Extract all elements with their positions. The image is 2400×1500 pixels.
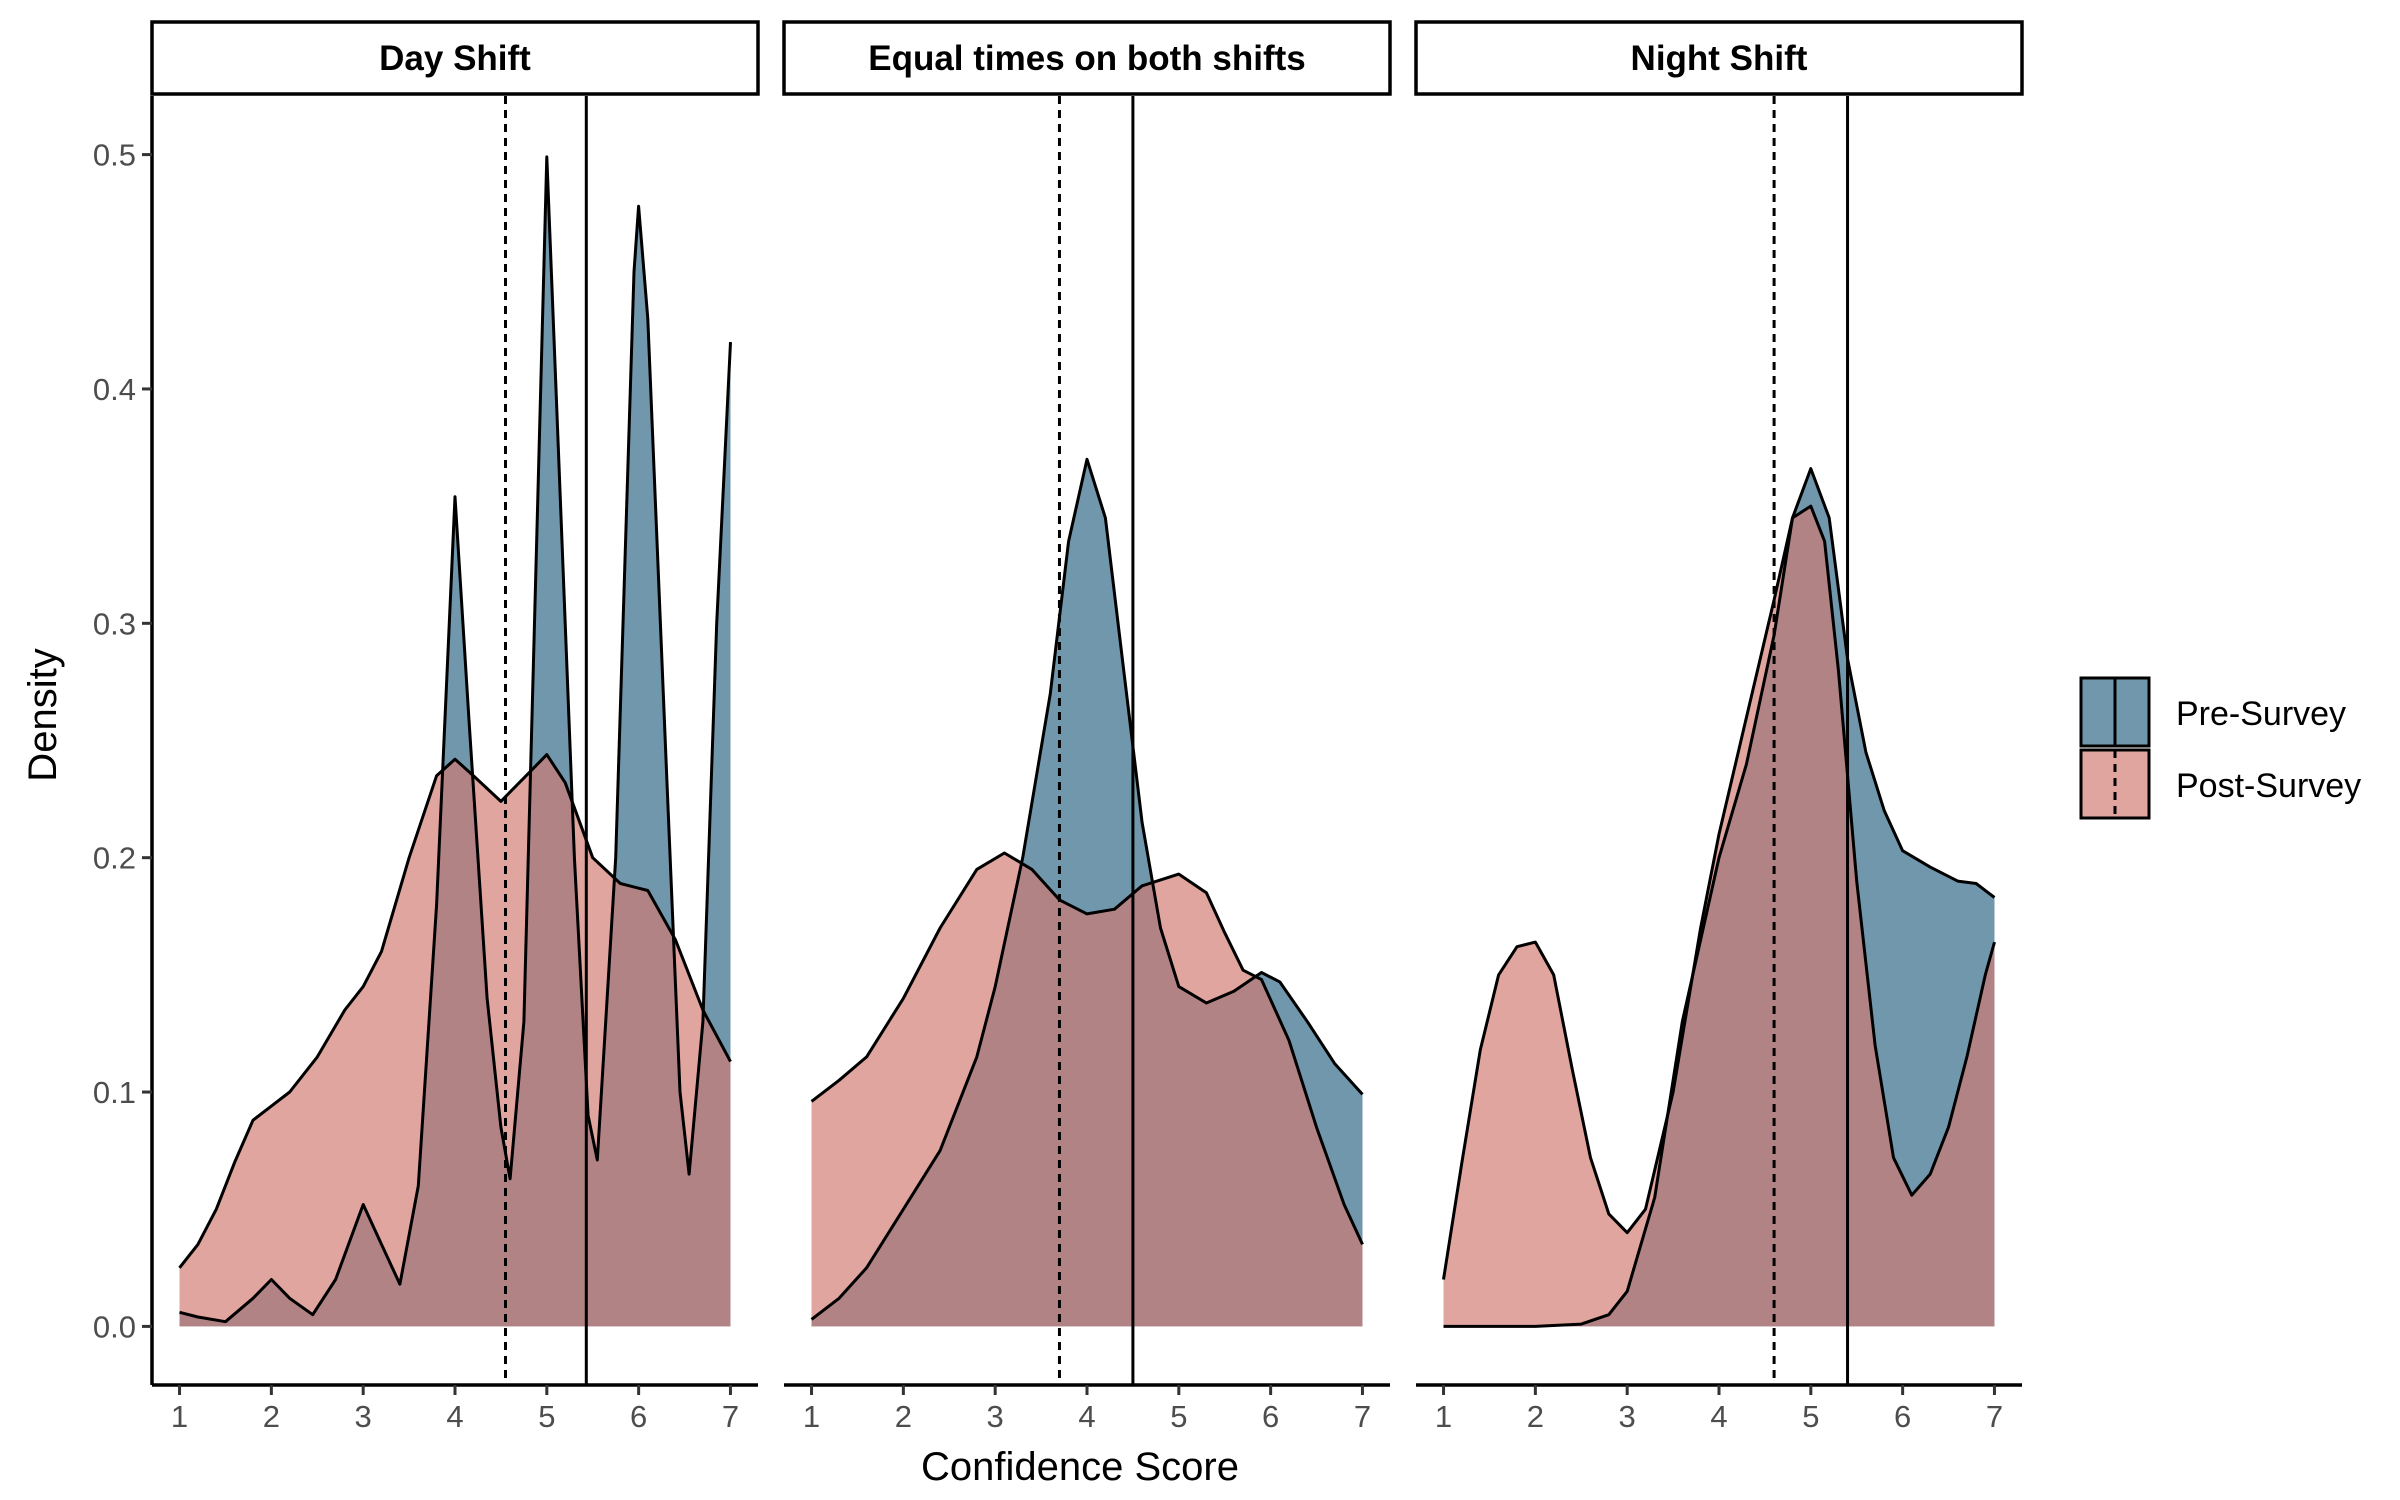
strip-title-equal-times-on-both-shifts: Equal times on both shifts <box>868 39 1306 78</box>
x-tick-label-night-shift-5: 5 <box>1802 1399 1819 1434</box>
y-tick-label-0.2: 0.2 <box>93 841 136 876</box>
panel-day-shift: Day Shift 1 2 3 4 5 6 7 0.0 0.1 0.2 0.3 0.4 0.5 <box>93 20 760 1434</box>
x-tick-label-equal-times-on-both-shifts-7: 7 <box>1354 1399 1371 1434</box>
x-tick-label-equal-times-on-both-shifts-4: 4 <box>1078 1399 1095 1434</box>
legend-label-pre-survey: Pre-Survey <box>2176 695 2346 733</box>
x-tick-label-equal-times-on-both-shifts-6: 6 <box>1262 1399 1279 1434</box>
x-tick-label-night-shift-4: 4 <box>1710 1399 1727 1434</box>
density-line-post-night-shift <box>1442 504 1996 1280</box>
strip-day-shift <box>150 20 760 96</box>
legend: Pre-Survey Post-Survey <box>2079 676 2361 820</box>
panel-equal-times-on-both-shifts: Equal times on both shifts 1 2 3 4 5 6 7 <box>782 20 1392 1434</box>
density-area-post-day-shift <box>179 754 731 1327</box>
density-area-post-night-shift <box>1443 506 1995 1327</box>
x-tick-label-equal-times-on-both-shifts-1: 1 <box>803 1399 820 1434</box>
x-tick-label-day-shift-1: 1 <box>171 1399 188 1434</box>
density-area-post-equal-times-on-both-shifts <box>811 853 1363 1327</box>
x-tick-label-day-shift-4: 4 <box>446 1399 463 1434</box>
x-axis-title: Confidence Score <box>921 1445 1239 1489</box>
x-tick-label-equal-times-on-both-shifts-3: 3 <box>987 1399 1004 1434</box>
strip-title-night-shift: Night Shift <box>1631 39 1808 78</box>
y-axis-title: Density <box>21 648 65 781</box>
panels-layer: Day Shift 1 2 3 4 5 6 7 0.0 0.1 0.2 0.3 0.4 0.5 Equal … <box>93 20 2024 1434</box>
x-tick-label-night-shift-1: 1 <box>1435 1399 1452 1434</box>
x-tick-label-day-shift-6: 6 <box>630 1399 647 1434</box>
x-tick-label-night-shift-2: 2 <box>1527 1399 1544 1434</box>
density-area-pre-day-shift <box>179 156 731 1327</box>
density-line-post-equal-times-on-both-shifts <box>810 851 1364 1246</box>
legend-item-post-survey: Post-Survey <box>2079 748 2361 820</box>
x-tick-label-equal-times-on-both-shifts-5: 5 <box>1170 1399 1187 1434</box>
x-tick-label-night-shift-7: 7 <box>1986 1399 2003 1434</box>
density-line-pre-day-shift <box>179 155 732 1324</box>
strip-equal-times-on-both-shifts <box>782 20 1392 96</box>
x-tick-label-day-shift-7: 7 <box>722 1399 739 1434</box>
strip-title-day-shift: Day Shift <box>379 39 531 78</box>
y-tick-label-0.1: 0.1 <box>93 1075 136 1110</box>
density-line-post-day-shift <box>178 753 732 1269</box>
density-line-pre-equal-times-on-both-shifts <box>810 457 1364 1321</box>
density-line-pre-night-shift <box>1443 467 1996 1328</box>
y-tick-label-0.3: 0.3 <box>93 606 136 641</box>
legend-item-pre-survey: Pre-Survey <box>2079 676 2346 748</box>
x-tick-label-day-shift-2: 2 <box>263 1399 280 1434</box>
y-tick-label-0.0: 0.0 <box>93 1309 136 1344</box>
legend-label-post-survey: Post-Survey <box>2176 767 2361 805</box>
x-tick-label-night-shift-3: 3 <box>1619 1399 1636 1434</box>
x-tick-label-day-shift-5: 5 <box>538 1399 555 1434</box>
y-tick-label-0.4: 0.4 <box>93 372 136 407</box>
y-tick-label-0.5: 0.5 <box>93 138 136 173</box>
strip-night-shift <box>1414 20 2024 96</box>
x-tick-label-night-shift-6: 6 <box>1894 1399 1911 1434</box>
x-tick-label-day-shift-3: 3 <box>355 1399 372 1434</box>
panel-night-shift: Night Shift 1 2 3 4 5 6 7 <box>1414 20 2024 1434</box>
x-tick-label-equal-times-on-both-shifts-2: 2 <box>895 1399 912 1434</box>
